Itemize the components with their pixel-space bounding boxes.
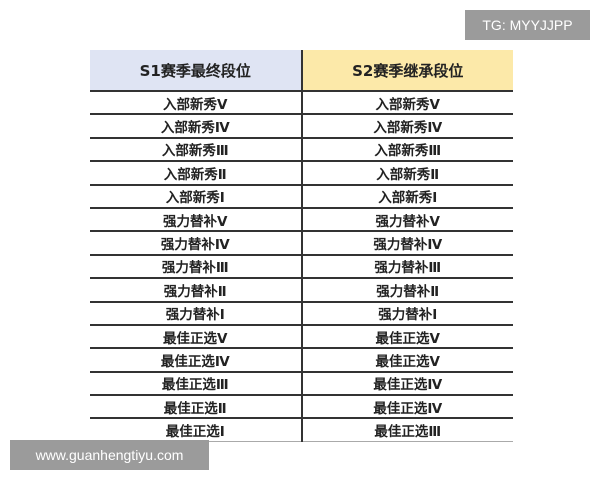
table-header-row: S1赛季最终段位 S2赛季继承段位 (90, 50, 513, 92)
header-s2-inherited-rank: S2赛季继承段位 (301, 50, 513, 92)
s2-rank-cell: 入部新秀Ⅰ (301, 184, 513, 209)
s1-rank-cell: 强力替补Ⅴ (90, 207, 303, 233)
s2-rank-cell: 最佳正选Ⅴ (301, 324, 513, 350)
table-row: 强力替补Ⅲ 强力替补Ⅲ (90, 254, 513, 280)
s2-rank-cell: 强力替补Ⅴ (301, 207, 513, 233)
table-row: 最佳正选Ⅰ 最佳正选Ⅲ (90, 418, 513, 442)
s2-rank-cell: 最佳正选Ⅲ (301, 418, 513, 442)
table-row: 强力替补Ⅰ 强力替补Ⅰ (90, 301, 513, 326)
table-row: 入部新秀Ⅴ 入部新秀Ⅴ (90, 91, 513, 116)
s2-rank-cell: 入部新秀Ⅳ (301, 114, 513, 139)
s1-rank-cell: 强力替补Ⅱ (90, 278, 303, 303)
s2-rank-cell: 最佳正选Ⅴ (301, 348, 513, 373)
url-watermark: www.guanhengtiyu.com (10, 440, 209, 470)
s1-rank-cell: 强力替补Ⅰ (90, 301, 303, 326)
table-row: 入部新秀Ⅲ 入部新秀Ⅲ (90, 137, 513, 163)
table-body: 入部新秀Ⅴ 入部新秀Ⅴ 入部新秀Ⅳ 入部新秀Ⅳ 入部新秀Ⅲ 入部新秀Ⅲ 入部新秀Ⅱ 入部新秀Ⅱ… (90, 91, 513, 442)
s1-rank-cell: 最佳正选Ⅴ (90, 324, 303, 350)
table-row: 入部新秀Ⅱ 入部新秀Ⅱ (90, 161, 513, 186)
s1-rank-cell: 最佳正选Ⅲ (90, 371, 303, 397)
header-s1-final-rank: S1赛季最终段位 (90, 50, 303, 92)
s2-rank-cell: 最佳正选Ⅳ (301, 371, 513, 397)
s2-rank-cell: 强力替补Ⅰ (301, 301, 513, 326)
s1-rank-cell: 强力替补Ⅲ (90, 254, 303, 280)
s1-rank-cell: 入部新秀Ⅲ (90, 137, 303, 163)
table-row: 最佳正选Ⅲ 最佳正选Ⅳ (90, 371, 513, 397)
s2-rank-cell: 强力替补Ⅱ (301, 278, 513, 303)
s2-rank-cell: 入部新秀Ⅱ (301, 161, 513, 186)
s2-rank-cell: 最佳正选Ⅳ (301, 395, 513, 420)
s2-rank-cell: 入部新秀Ⅲ (301, 137, 513, 163)
table-row: 强力替补Ⅳ 强力替补Ⅳ (90, 231, 513, 256)
s2-rank-cell: 入部新秀Ⅴ (301, 91, 513, 116)
s2-rank-cell: 强力替补Ⅳ (301, 231, 513, 256)
s1-rank-cell: 最佳正选Ⅱ (90, 395, 303, 420)
s1-rank-cell: 入部新秀Ⅱ (90, 161, 303, 186)
table-row: 强力替补Ⅴ 强力替补Ⅴ (90, 207, 513, 233)
s1-rank-cell: 入部新秀Ⅳ (90, 114, 303, 139)
s1-rank-cell: 入部新秀Ⅴ (90, 91, 303, 116)
table-row: 入部新秀Ⅰ 入部新秀Ⅰ (90, 184, 513, 209)
table-row: 最佳正选Ⅳ 最佳正选Ⅴ (90, 348, 513, 373)
s2-rank-cell: 强力替补Ⅲ (301, 254, 513, 280)
tg-watermark: TG: MYYJJPP (465, 10, 590, 40)
table-row: 最佳正选Ⅱ 最佳正选Ⅳ (90, 395, 513, 420)
s1-rank-cell: 入部新秀Ⅰ (90, 184, 303, 209)
table-row: 强力替补Ⅱ 强力替补Ⅱ (90, 278, 513, 303)
s1-rank-cell: 强力替补Ⅳ (90, 231, 303, 256)
s1-rank-cell: 最佳正选Ⅳ (90, 348, 303, 373)
table-row: 最佳正选Ⅴ 最佳正选Ⅴ (90, 324, 513, 350)
rank-inheritance-table: S1赛季最终段位 S2赛季继承段位 入部新秀Ⅴ 入部新秀Ⅴ 入部新秀Ⅳ 入部新秀Ⅳ 入部… (90, 50, 513, 442)
s1-rank-cell: 最佳正选Ⅰ (90, 418, 303, 442)
table-row: 入部新秀Ⅳ 入部新秀Ⅳ (90, 114, 513, 139)
